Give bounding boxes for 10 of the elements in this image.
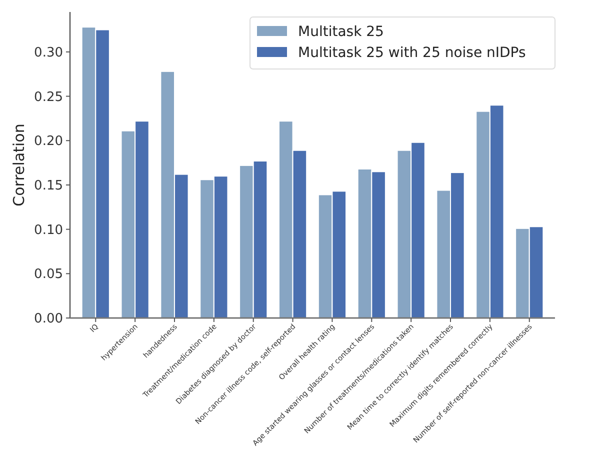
y-tick-label: 0.30 <box>34 45 63 60</box>
y-tick-label: 0.00 <box>34 312 63 327</box>
y-tick-label: 0.25 <box>34 90 63 105</box>
legend-label: Multitask 25 with 25 noise nIDPs <box>298 44 526 61</box>
legend-label: Multitask 25 <box>298 24 384 40</box>
y-tick-label: 0.15 <box>34 178 63 194</box>
y-tick-label: 0.05 <box>34 267 63 282</box>
y-tick-label: 0.10 <box>34 222 63 238</box>
y-axis-title: Correlation <box>10 124 28 206</box>
y-tick-label: 0.20 <box>34 134 63 150</box>
